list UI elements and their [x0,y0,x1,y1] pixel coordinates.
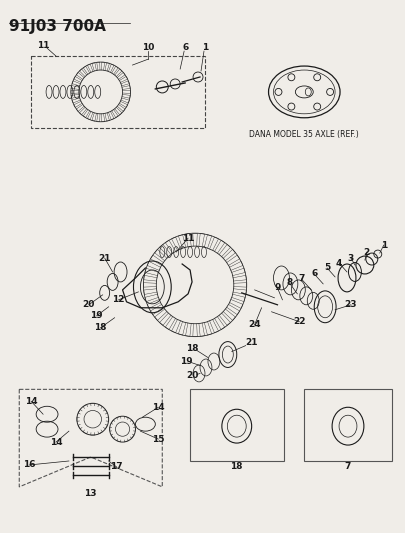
Text: 5: 5 [324,263,330,272]
Text: 14: 14 [25,397,38,406]
Text: 20: 20 [186,371,198,380]
Text: 21: 21 [245,338,258,347]
Text: 7: 7 [298,274,305,284]
Text: 18: 18 [186,344,198,353]
Text: 20: 20 [83,300,95,309]
Text: 16: 16 [23,461,36,470]
Text: 21: 21 [98,254,111,263]
Text: 18: 18 [94,323,107,332]
Text: 6: 6 [183,43,189,52]
Text: 11: 11 [182,233,194,243]
Text: 15: 15 [152,434,164,443]
Text: 11: 11 [37,41,49,50]
Text: 7: 7 [345,463,351,472]
Text: 19: 19 [90,311,103,320]
Text: 9: 9 [274,284,281,293]
Text: 1: 1 [381,240,387,249]
Text: 10: 10 [142,43,155,52]
Text: 14: 14 [50,438,62,447]
Text: 24: 24 [248,320,261,329]
Text: 13: 13 [85,489,97,498]
Text: 17: 17 [110,463,123,472]
Text: 18: 18 [230,463,243,472]
Text: 91J03 700A: 91J03 700A [9,19,106,34]
Text: DANA MODEL 35 AXLE (REF.): DANA MODEL 35 AXLE (REF.) [249,130,359,139]
Text: 22: 22 [293,317,306,326]
Text: 14: 14 [152,403,164,412]
Text: 8: 8 [286,278,292,287]
Text: 6: 6 [311,270,318,278]
Text: 2: 2 [364,247,370,256]
Text: 19: 19 [180,357,192,366]
Text: 1: 1 [202,43,208,52]
Text: 23: 23 [345,300,357,309]
Text: 4: 4 [336,259,342,268]
Text: 3: 3 [348,254,354,263]
Text: 12: 12 [112,295,125,304]
